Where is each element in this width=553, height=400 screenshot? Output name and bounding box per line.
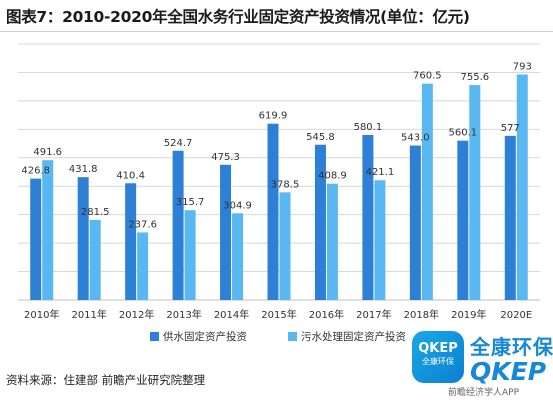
sewage-bar [421,83,433,301]
water-supply-bar [362,134,374,300]
sewage-value-label: 760.5 [413,71,442,82]
sewage-bar [232,213,244,300]
water-supply-value-label: 475.3 [211,152,240,163]
legend-swatch-sewage [288,332,297,341]
water-supply-value-label: 426.8 [21,166,50,177]
x-tick-label: 2017年 [356,308,391,321]
sewage-bar [279,192,291,300]
water-supply-bar [504,135,516,300]
sewage-bar [42,160,54,300]
sewage-value-label: 315.7 [176,197,205,208]
sewage-value-label: 304.9 [223,200,252,211]
sewage-bar [326,183,338,300]
water-supply-value-label: 619.9 [259,111,288,122]
water-supply-bar [125,183,137,300]
logo-name: 全康环保 [470,335,553,359]
water-supply-value-label: 580.1 [354,122,383,133]
x-tick-label: 2018年 [404,308,439,321]
water-supply-value-label: 524.7 [164,138,193,149]
legend-swatch-water-supply [150,332,159,341]
sewage-bar [184,210,196,300]
sewage-value-label: 408.9 [318,171,347,182]
logo-badge: QKEP 全康环保 [412,331,464,383]
water-supply-bar [314,144,326,300]
source-note: 资料来源：住建部 前瞻产业研究院整理 [6,373,206,387]
title-divider [0,31,553,32]
water-supply-bar [409,145,421,300]
x-tick-label: 2010年 [24,308,59,321]
x-tick-label: 2014年 [214,308,249,321]
sewage-bar [89,219,101,300]
logo-wordmark: QKEP [470,357,547,386]
brand-logo: QKEP 全康环保 全康环保 QKEP 前瞻经济学人APP [404,327,553,400]
water-supply-value-label: 577 [501,123,520,134]
grid-lines [18,43,540,301]
water-supply-bar [267,123,279,301]
water-supply-bar [457,140,469,300]
water-supply-value-label: 431.8 [69,164,98,175]
x-axis-ticks: 2010年 2011年 2012年 2013年 2014年 2015年 2016年 2017年… [24,308,532,321]
x-tick-label: 2020E [500,310,532,321]
x-tick-label: 2019年 [451,308,486,321]
x-tick-label: 2013年 [166,308,201,321]
sewage-value-label: 237.6 [128,219,157,230]
x-tick-label: 2012年 [119,308,154,321]
sewage-value-label: 281.5 [81,207,110,218]
x-tick-label: 2011年 [71,308,106,321]
water-supply-bar [220,164,232,300]
bar-chart: 426.8 491.6 431.8 281.5 410.4 237.6 524.7 315.7… [18,43,540,343]
sewage-value-label: 421.1 [366,167,395,178]
legend: 供水固定资产投资 污水处理固定资产投资 [150,330,406,343]
logo-badge-top: QKEP [418,341,458,356]
data-labels: 426.8 491.6 431.8 281.5 410.4 237.6 524.7 315.7… [21,61,531,230]
water-supply-value-label: 543.0 [401,133,430,144]
sewage-value-label: 793 [513,61,532,72]
water-supply-value-label: 545.8 [306,132,335,143]
chart-title: 图表7：2010-2020年全国水务行业固定资产投资情况(单位：亿元) [6,8,470,26]
water-supply-bar [77,177,89,300]
logo-badge-bottom: 全康环保 [422,357,454,366]
sewage-bar [516,74,528,301]
water-supply-value-label: 410.4 [116,170,145,181]
water-supply-bar [30,178,42,300]
legend-label-water-supply: 供水固定资产投资 [163,330,247,343]
water-supply-bar [172,150,184,300]
legend-label-sewage: 污水处理固定资产投资 [301,330,406,343]
sewage-bar [374,180,386,300]
sewage-bar [137,232,149,300]
water-supply-value-label: 560.1 [448,128,477,139]
sewage-value-label: 491.6 [33,147,62,158]
sewage-bar [469,85,481,300]
x-tick-label: 2015年 [261,308,296,321]
logo-footnote: 前瞻经济学人APP [448,388,520,398]
sewage-value-label: 378.5 [271,179,300,190]
bars [30,74,528,301]
x-tick-label: 2016年 [309,308,344,321]
sewage-value-label: 755.6 [460,72,489,83]
